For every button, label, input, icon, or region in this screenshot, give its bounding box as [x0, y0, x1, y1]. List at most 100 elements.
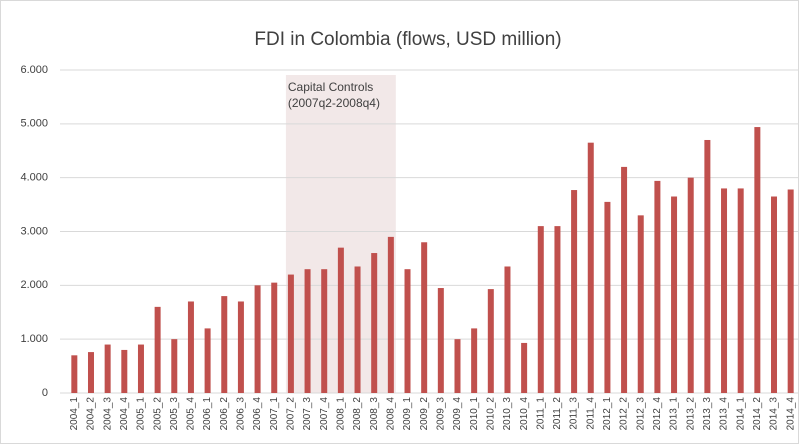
x-tick-label: 2009_1	[402, 397, 413, 431]
x-tick-label: 2009_2	[419, 397, 430, 431]
x-tick-label: 2007_4	[319, 397, 330, 431]
bar	[554, 226, 561, 393]
bar	[504, 266, 511, 393]
x-tick-label: 2013_3	[702, 397, 713, 431]
x-tick-label: 2014_3	[769, 397, 780, 431]
bar	[604, 201, 611, 393]
bar	[304, 269, 311, 393]
x-tick-label: 2006_3	[236, 397, 247, 431]
y-tick-label: 6.000	[20, 64, 48, 76]
annotation-text: (2007q2-2008q4)	[288, 96, 380, 110]
bar	[437, 288, 444, 393]
bar	[204, 328, 211, 393]
x-tick-label: 2007_1	[269, 397, 280, 431]
x-tick-label: 2013_2	[685, 397, 696, 431]
x-tick-label: 2013_1	[669, 397, 680, 431]
x-tick-label: 2005_4	[186, 397, 197, 431]
bar	[587, 142, 594, 393]
x-tick-label: 2013_4	[719, 397, 730, 431]
x-tick-label: 2008_2	[352, 397, 363, 431]
x-tick-label: 2007_3	[302, 397, 313, 431]
x-tick-label: 2004_4	[119, 397, 130, 431]
x-tick-label: 2012_2	[619, 397, 630, 431]
bar	[337, 247, 344, 393]
x-tick-label: 2008_1	[336, 397, 347, 431]
bar	[404, 269, 411, 393]
bar	[737, 188, 744, 393]
x-tick-label: 2012_1	[602, 397, 613, 431]
bar	[421, 242, 428, 393]
x-tick-label: 2008_4	[385, 397, 396, 431]
x-tick-label: 2011_1	[535, 397, 546, 430]
bar	[637, 215, 644, 393]
chart-title: FDI in Colombia (flows, USD million)	[254, 29, 561, 50]
x-tick-label: 2006_1	[202, 397, 213, 431]
x-tick-label: 2004_2	[86, 397, 97, 431]
bar	[287, 274, 294, 393]
x-tick-label: 2010_3	[502, 397, 513, 431]
bar	[521, 342, 528, 393]
x-tick-label: 2014_4	[785, 397, 796, 431]
bar	[171, 339, 178, 393]
x-tick-label: 2014_2	[752, 397, 763, 431]
bar	[237, 301, 244, 393]
y-tick-label: 0	[42, 387, 48, 399]
x-tick-label: 2004_3	[102, 397, 113, 431]
x-tick-label: 2011_4	[585, 397, 596, 430]
y-tick-label: 2.000	[20, 279, 48, 291]
y-tick-label: 3.000	[20, 225, 48, 237]
x-tick-label: 2010_4	[519, 397, 530, 431]
y-tick-label: 5.000	[20, 118, 48, 130]
bar	[787, 189, 794, 393]
x-tick-label: 2010_2	[485, 397, 496, 431]
x-tick-label: 2006_4	[252, 397, 263, 431]
bar	[137, 344, 144, 393]
x-tick-label: 2010_1	[469, 397, 480, 431]
x-tick-label: 2009_3	[435, 397, 446, 431]
bar	[254, 285, 261, 393]
x-tick-label: 2005_2	[152, 397, 163, 431]
x-tick-label: 2005_1	[136, 397, 147, 431]
bar	[687, 177, 694, 393]
bar	[387, 236, 394, 393]
annotation-text: Capital Controls	[288, 80, 373, 94]
bar	[704, 139, 711, 393]
x-tick-label: 2014_1	[735, 397, 746, 431]
bar	[621, 166, 628, 393]
bar	[187, 301, 194, 393]
bar	[354, 266, 361, 393]
x-tick-label: 2012_3	[635, 397, 646, 431]
bar	[371, 253, 378, 393]
y-tick-label: 1.000	[20, 333, 48, 345]
bar	[654, 180, 661, 393]
bar	[271, 282, 278, 393]
x-tick-label: 2011_3	[569, 397, 580, 430]
x-tick-label: 2012_4	[652, 397, 663, 431]
x-tick-label: 2008_3	[369, 397, 380, 431]
bar	[771, 196, 778, 393]
x-tick-label: 2005_3	[169, 397, 180, 431]
x-tick-label: 2004_1	[69, 397, 80, 431]
bar	[487, 289, 494, 393]
x-tick-label: 2009_4	[452, 397, 463, 431]
bar	[104, 344, 111, 393]
bar	[721, 188, 728, 393]
bar	[537, 226, 544, 393]
bar	[121, 349, 128, 393]
x-tick-label: 2007_2	[286, 397, 297, 431]
y-tick-label: 4.000	[20, 172, 48, 184]
bar	[671, 196, 678, 393]
bar	[754, 127, 761, 394]
bar	[154, 306, 161, 393]
bar	[87, 352, 94, 393]
bar	[571, 190, 578, 393]
bar	[321, 269, 328, 393]
bar	[471, 328, 478, 393]
x-tick-label: 2006_2	[219, 397, 230, 431]
bar	[454, 339, 461, 393]
x-tick-label: 2011_2	[552, 397, 563, 430]
bar	[221, 296, 228, 393]
bar	[71, 355, 78, 393]
